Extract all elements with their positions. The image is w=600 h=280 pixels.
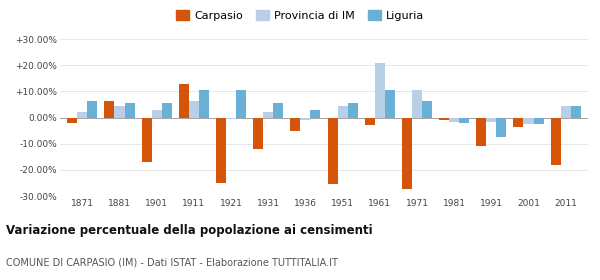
Bar (487, 118, 496, 122)
Bar (142, 118, 152, 162)
Bar (216, 118, 226, 183)
Bar (422, 101, 432, 118)
Bar (459, 118, 469, 123)
Bar (263, 112, 273, 118)
Bar (290, 118, 301, 131)
Bar (551, 118, 560, 165)
Bar (523, 118, 533, 124)
Bar (88, 101, 97, 118)
Bar (560, 106, 571, 118)
Legend: Carpasio, Provincia di IM, Liguria: Carpasio, Provincia di IM, Liguria (172, 6, 428, 25)
Bar (328, 118, 338, 184)
Bar (338, 106, 347, 118)
Bar (236, 90, 246, 118)
Bar (301, 118, 310, 120)
Bar (161, 103, 172, 118)
Bar (104, 101, 115, 118)
Bar (533, 118, 544, 124)
Bar (449, 118, 459, 122)
Bar (152, 110, 161, 118)
Bar (385, 90, 395, 118)
Bar (253, 118, 263, 149)
Bar (189, 101, 199, 118)
Bar (476, 118, 487, 146)
Bar (496, 118, 506, 137)
Bar (412, 90, 422, 118)
Bar (439, 118, 449, 120)
Bar (125, 103, 134, 118)
Bar (273, 103, 283, 118)
Bar (226, 118, 236, 119)
Bar (310, 110, 320, 118)
Bar (402, 118, 412, 190)
Bar (179, 84, 189, 118)
Bar (199, 90, 209, 118)
Bar (77, 112, 88, 118)
Bar (365, 118, 375, 125)
Bar (347, 103, 358, 118)
Text: Variazione percentuale della popolazione ai censimenti: Variazione percentuale della popolazione… (6, 224, 373, 237)
Bar (514, 118, 523, 127)
Text: COMUNE DI CARPASIO (IM) - Dati ISTAT - Elaborazione TUTTITALIA.IT: COMUNE DI CARPASIO (IM) - Dati ISTAT - E… (6, 258, 338, 268)
Bar (115, 106, 125, 118)
Bar (571, 106, 581, 118)
Bar (375, 63, 385, 118)
Bar (67, 118, 77, 123)
